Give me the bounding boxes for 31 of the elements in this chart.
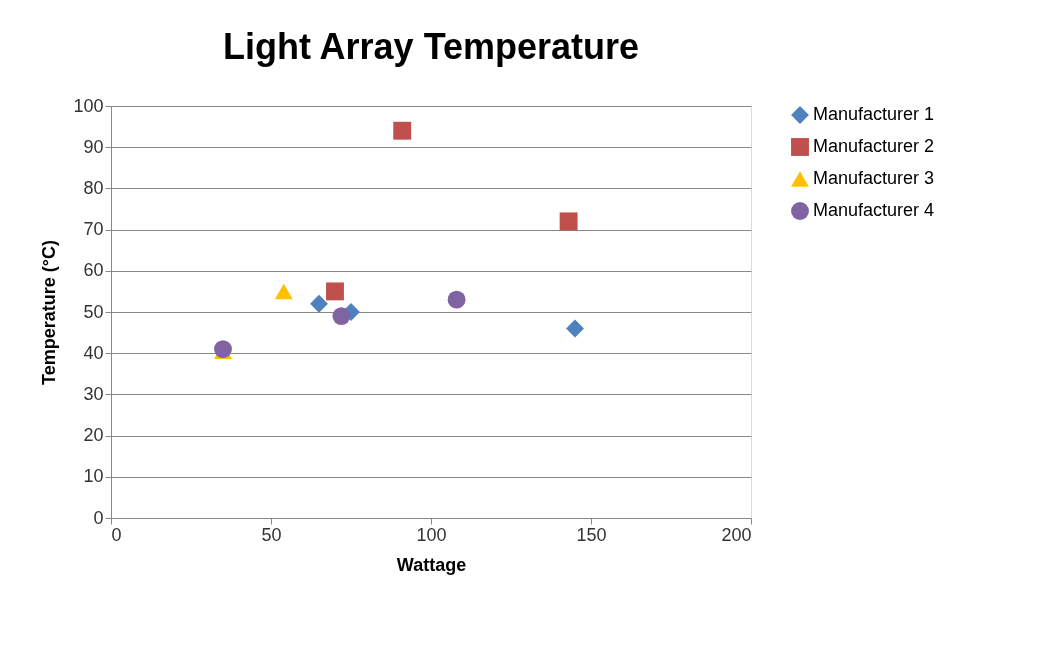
y-tick-label: 60 <box>83 260 104 281</box>
x-tick-label: 50 <box>261 524 282 545</box>
point <box>447 290 466 309</box>
point <box>566 319 584 338</box>
legend-label: Manufacturer 2 <box>813 136 935 156</box>
y-tick-label: 40 <box>83 342 104 363</box>
point <box>326 282 344 301</box>
point <box>559 212 578 231</box>
x-tick-label: 200 <box>721 524 752 545</box>
point <box>332 307 351 326</box>
y-tick-label: 50 <box>83 301 104 322</box>
y-tick-label: 10 <box>83 466 104 487</box>
y-tick-label: 30 <box>83 383 104 404</box>
point <box>393 121 412 140</box>
x-tick-label: 150 <box>576 524 607 545</box>
y-tick-label: 100 <box>73 95 104 116</box>
point <box>274 283 293 300</box>
x-tick-label: 100 <box>416 524 447 545</box>
legend-label: Manufacturer 1 <box>813 104 935 124</box>
y-tick-label: 80 <box>83 177 104 198</box>
y-axis-title: Temperature (°C) <box>39 240 60 385</box>
legend-label: Manufacturer 3 <box>813 168 935 188</box>
legend-label: Manufacturer 4 <box>813 200 935 220</box>
point <box>310 294 328 313</box>
y-tick-label: 70 <box>83 219 104 240</box>
y-tick-label: 90 <box>83 136 104 157</box>
x-axis-title: Wattage <box>396 554 467 575</box>
chart-title: Light Array Temperature <box>222 26 640 67</box>
y-tick-label: 0 <box>93 507 104 528</box>
x-tick-label: 0 <box>111 524 122 545</box>
y-tick-label: 20 <box>83 425 104 446</box>
